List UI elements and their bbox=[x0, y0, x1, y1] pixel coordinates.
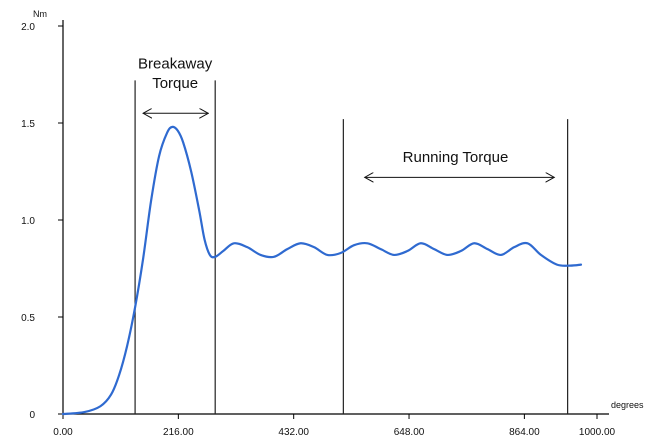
x-tick-label: 0.00 bbox=[53, 427, 73, 438]
x-axis-label: degrees bbox=[611, 400, 644, 410]
axes: 0 0.5 1.0 1.5 2.0 0.00 216.00 432.00 648.00 864.0… bbox=[21, 9, 644, 438]
annotations: Breakaway Torque Running Torque bbox=[138, 56, 554, 178]
x-tick-label: 216.00 bbox=[163, 427, 194, 438]
series-layer bbox=[61, 125, 583, 416]
x-tick-label: 648.00 bbox=[394, 427, 425, 438]
y-tick-label: 0.5 bbox=[21, 313, 35, 324]
x-tick-label: 864.00 bbox=[509, 427, 540, 438]
y-tick-label: 2.0 bbox=[21, 22, 35, 33]
y-tick-label: 1.0 bbox=[21, 216, 35, 227]
torque-series-line bbox=[61, 125, 583, 416]
x-tick-label: 432.00 bbox=[278, 427, 309, 438]
annotation-label: Breakaway bbox=[138, 56, 213, 73]
y-axis-label: Nm bbox=[33, 9, 47, 19]
annotation-label: Torque bbox=[152, 75, 198, 92]
y-tick-label: 1.5 bbox=[21, 119, 35, 130]
annotation-label: Running Torque bbox=[403, 149, 509, 166]
y-tick-label: 0 bbox=[29, 410, 35, 421]
x-tick-label: 1000.00 bbox=[579, 427, 616, 438]
